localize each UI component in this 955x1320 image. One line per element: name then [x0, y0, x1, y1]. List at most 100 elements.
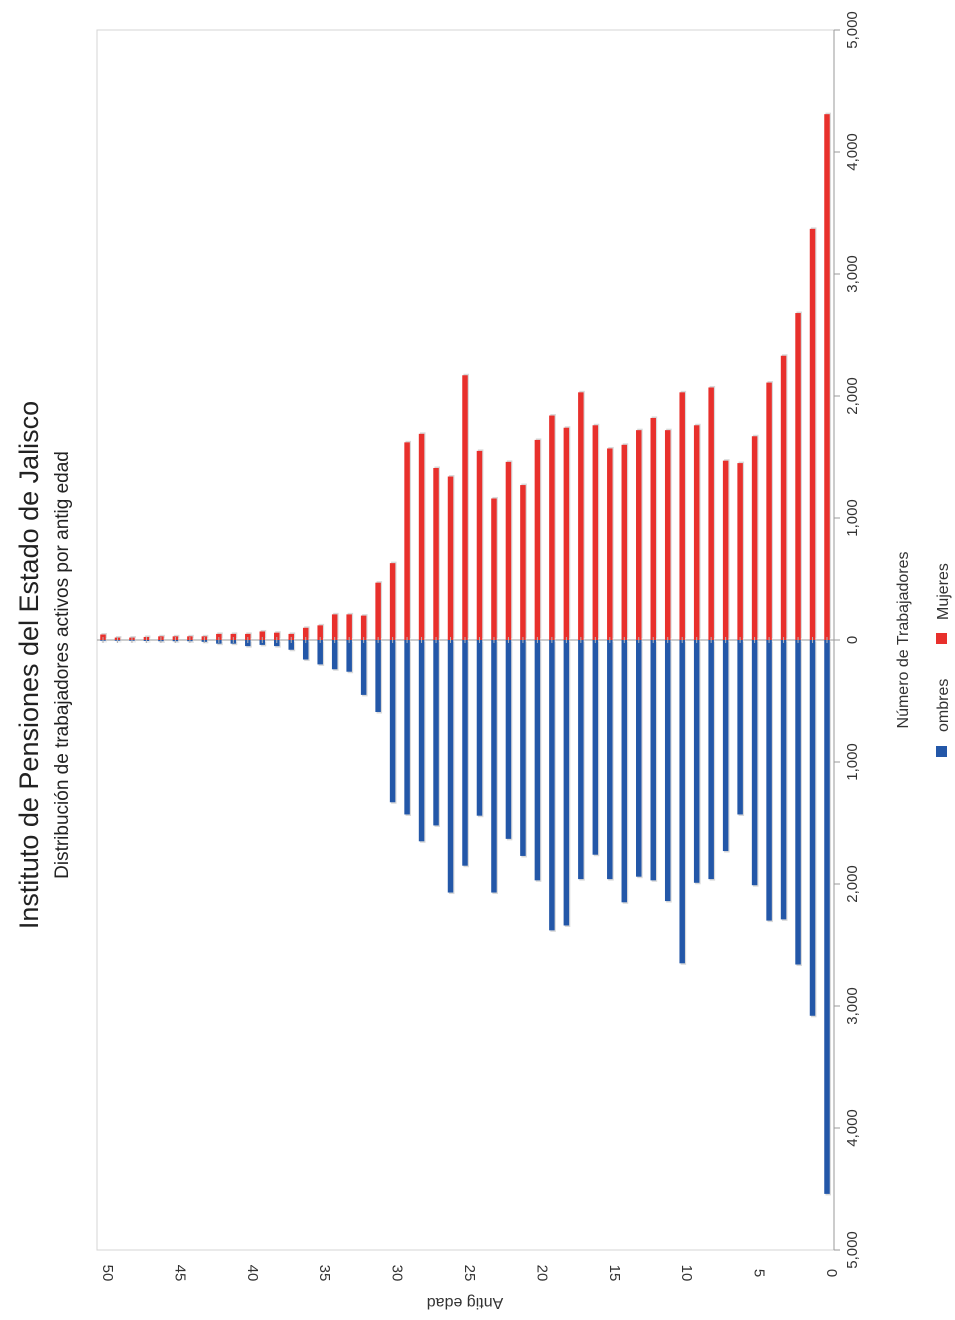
- bar-mujeres-37: [288, 633, 294, 640]
- bar-mujeres-15: [607, 448, 613, 640]
- bar-hombres-1: [809, 640, 816, 1016]
- bar-hombres-2: [795, 640, 801, 965]
- category-axis: 0 5 10 15 20 25 30 35 40 45 50: [99, 637, 840, 1281]
- bar-hombres-25: [462, 640, 468, 866]
- bar-mujeres-29: [404, 442, 410, 640]
- category-tick-label: 40: [244, 1265, 261, 1282]
- value-tick-label: 3,000: [844, 255, 861, 293]
- value-tick-label: 4,000: [844, 133, 861, 171]
- bar-mujeres-40: [245, 633, 251, 640]
- bar-shadow: [115, 641, 122, 643]
- value-tick-label: 2,000: [844, 377, 861, 415]
- value-tick-label: 3,000: [844, 987, 861, 1025]
- bar-mujeres-41: [230, 633, 237, 640]
- bar-hombres-6: [737, 640, 743, 815]
- bar-hombres-4: [766, 640, 772, 921]
- bar-mujeres-2: [795, 313, 801, 640]
- bar-mujeres-23: [491, 498, 497, 640]
- bar-shadow: [130, 641, 136, 643]
- bar-hombres-15: [607, 640, 613, 880]
- bar-hombres-38: [274, 640, 280, 647]
- bar-mujeres-39: [259, 631, 266, 640]
- legend-label-hombres: ombres: [935, 679, 952, 732]
- bar-mujeres-21: [520, 485, 526, 640]
- bar-hombres-26: [447, 640, 454, 893]
- bar-mujeres-7: [722, 460, 729, 640]
- bar-hombres-18: [563, 640, 570, 926]
- category-tick-label: 50: [99, 1265, 116, 1282]
- bar-shadow: [115, 636, 122, 639]
- bar-mujeres-6: [737, 463, 743, 640]
- bar-shadow: [101, 641, 107, 643]
- bar-hombres-17: [578, 640, 584, 880]
- value-tick-label: 2,000: [844, 865, 861, 903]
- bar-mujeres-30: [389, 563, 396, 640]
- value-tick-label: 5,000: [844, 1231, 861, 1269]
- bar-mujeres-34: [331, 614, 338, 640]
- bar-mujeres-22: [505, 461, 512, 640]
- x-axis-title: Número de Trabajadores: [895, 552, 912, 729]
- value-axis: 5,000 4,000 3,000 2,000 1,000 0 1,000 2,000 3,00…: [834, 11, 861, 1269]
- bar-mujeres-9: [693, 425, 700, 640]
- value-tick-label: 1,000: [844, 743, 861, 781]
- bar-hombres-9: [693, 640, 700, 883]
- bar-mujeres-35: [317, 625, 323, 640]
- bar-mujeres-26: [447, 476, 454, 640]
- bar-hombres-36: [302, 640, 309, 660]
- bar-mujeres-31: [375, 582, 381, 640]
- bar-mujeres-10: [679, 392, 685, 640]
- bar-hombres-19: [549, 640, 555, 931]
- bar-mujeres-1: [809, 228, 816, 641]
- bar-mujeres-0: [824, 114, 830, 641]
- bar-hombres-32: [360, 640, 367, 695]
- bar-mujeres-16: [592, 425, 599, 640]
- bar-shadow: [188, 641, 194, 643]
- bar-mujeres-32: [360, 615, 367, 640]
- bar-shadow: [144, 641, 151, 643]
- bar-mujeres-19: [549, 415, 555, 640]
- bar-hombres-3: [780, 640, 787, 920]
- bar-shadow: [173, 641, 180, 643]
- bar-mujeres-8: [708, 387, 714, 640]
- bar-hombres-12: [650, 640, 656, 881]
- bar-mujeres-28: [418, 433, 425, 640]
- bar-mujeres-25: [462, 375, 468, 640]
- bar-hombres-30: [389, 640, 396, 803]
- legend: ombres Mujeres: [935, 563, 952, 757]
- legend-label-mujeres: Mujeres: [935, 563, 952, 620]
- bar-hombres-10: [679, 640, 685, 964]
- bar-hombres-13: [636, 640, 642, 877]
- bar-mujeres-14: [621, 444, 628, 640]
- value-tick-label: 5,000: [844, 11, 861, 49]
- chart-title: Instituto de Pensiones del Estado de Jal…: [14, 401, 44, 929]
- y-axis-title: Antig edad: [427, 1294, 504, 1311]
- bar-hombres-28: [418, 640, 425, 842]
- bar-mujeres-4: [766, 382, 772, 640]
- bar-hombres-33: [346, 640, 352, 672]
- category-tick-label: 0: [823, 1269, 840, 1277]
- bar-mujeres-24: [476, 450, 483, 640]
- bar-shadow: [130, 636, 136, 639]
- bar-hombres-14: [621, 640, 628, 903]
- category-tick-label: 5: [751, 1269, 768, 1277]
- category-tick-label: 35: [316, 1265, 333, 1282]
- bar-hombres-31: [375, 640, 381, 712]
- bar-hombres-27: [433, 640, 439, 826]
- bar-mujeres-12: [650, 417, 656, 640]
- legend-swatch-mujeres: [936, 633, 947, 644]
- bar-hombres-23: [491, 640, 497, 893]
- bar-hombres-21: [520, 640, 526, 856]
- bar-mujeres-20: [534, 439, 541, 640]
- series-mujeres-bars: [100, 112, 831, 641]
- category-tick-label: 30: [389, 1265, 406, 1282]
- bar-hombres-11: [664, 640, 671, 902]
- value-tick-label: 0: [844, 636, 861, 644]
- category-tick-label: 25: [461, 1265, 478, 1282]
- bar-hombres-40: [245, 640, 251, 647]
- bar-mujeres-5: [751, 436, 758, 640]
- bar-mujeres-33: [346, 614, 352, 640]
- bar-hombres-34: [331, 640, 338, 670]
- bar-hombres-22: [505, 640, 512, 839]
- bar-mujeres-13: [636, 430, 642, 640]
